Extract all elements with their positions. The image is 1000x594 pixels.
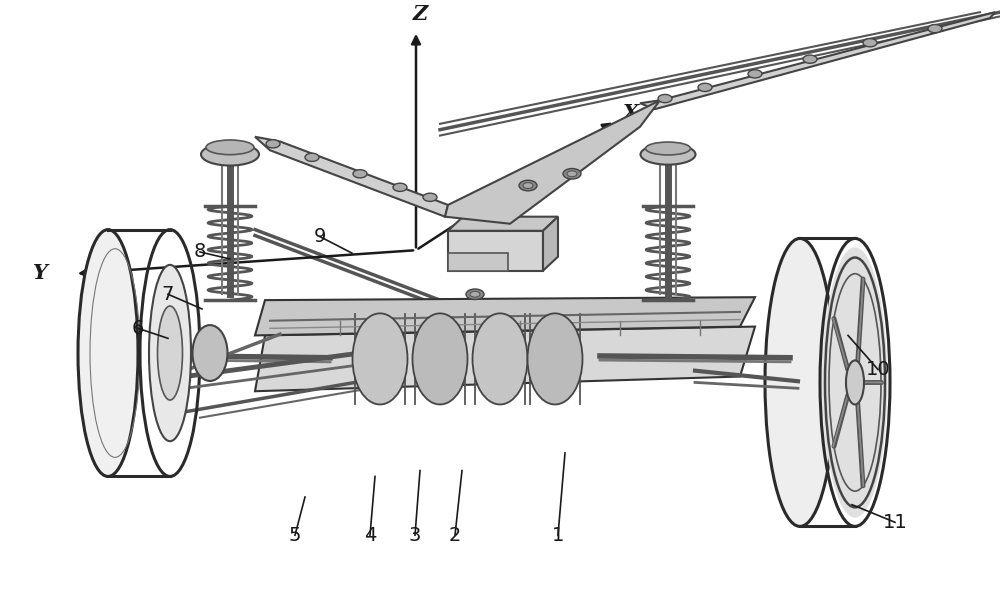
Circle shape xyxy=(470,291,480,297)
Circle shape xyxy=(519,180,537,191)
Ellipse shape xyxy=(822,247,888,517)
Circle shape xyxy=(353,170,367,178)
Ellipse shape xyxy=(201,143,259,166)
Circle shape xyxy=(305,153,319,162)
Ellipse shape xyxy=(473,314,528,405)
Ellipse shape xyxy=(765,238,835,526)
Text: 2: 2 xyxy=(449,526,461,545)
Circle shape xyxy=(266,140,280,148)
Text: 4: 4 xyxy=(364,526,376,545)
Text: 3: 3 xyxy=(409,526,421,545)
Ellipse shape xyxy=(352,314,408,405)
Polygon shape xyxy=(543,217,558,271)
Text: 1: 1 xyxy=(552,526,564,545)
Circle shape xyxy=(863,39,877,47)
Circle shape xyxy=(803,55,817,64)
Circle shape xyxy=(748,69,762,78)
Ellipse shape xyxy=(206,140,254,154)
Text: 7: 7 xyxy=(162,285,174,304)
Ellipse shape xyxy=(646,142,690,155)
Ellipse shape xyxy=(846,361,864,405)
Ellipse shape xyxy=(149,265,191,441)
Ellipse shape xyxy=(640,144,696,165)
Bar xyxy=(448,253,508,271)
Polygon shape xyxy=(448,217,558,231)
Bar xyxy=(448,231,543,271)
Text: Z: Z xyxy=(412,4,428,24)
Text: 9: 9 xyxy=(314,227,326,246)
Text: 10: 10 xyxy=(866,360,890,379)
Ellipse shape xyxy=(78,230,138,476)
Circle shape xyxy=(393,183,407,191)
Circle shape xyxy=(658,94,672,103)
Text: 8: 8 xyxy=(194,242,206,261)
Ellipse shape xyxy=(413,314,468,405)
Polygon shape xyxy=(640,12,995,109)
Polygon shape xyxy=(445,100,660,224)
Circle shape xyxy=(466,289,484,299)
Circle shape xyxy=(523,182,533,188)
Circle shape xyxy=(698,83,712,91)
Circle shape xyxy=(928,24,942,33)
Circle shape xyxy=(563,169,581,179)
Text: Y: Y xyxy=(33,263,48,283)
Circle shape xyxy=(423,193,437,201)
Ellipse shape xyxy=(528,314,582,405)
Polygon shape xyxy=(255,297,755,336)
Ellipse shape xyxy=(192,325,228,381)
Text: 5: 5 xyxy=(289,526,301,545)
Polygon shape xyxy=(255,137,448,217)
Ellipse shape xyxy=(158,306,182,400)
Polygon shape xyxy=(255,327,755,391)
Circle shape xyxy=(567,171,577,177)
Text: 6: 6 xyxy=(132,319,144,338)
Text: 11: 11 xyxy=(883,513,907,532)
Text: X: X xyxy=(622,103,638,123)
